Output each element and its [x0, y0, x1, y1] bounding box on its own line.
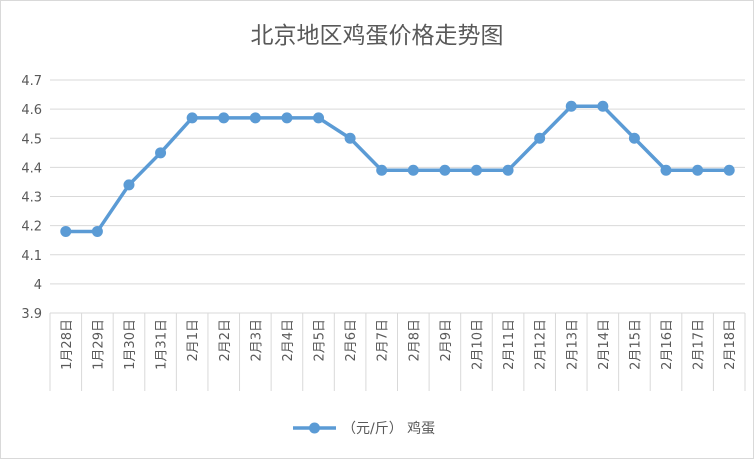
y-tick-label: 4.3 [21, 191, 42, 206]
data-point [470, 164, 482, 176]
data-point [91, 225, 103, 237]
x-tick-label: 1月29日 [91, 319, 106, 370]
x-tick-label: 2月13日 [565, 319, 580, 370]
legend-label: （元/斤） 鸡蛋 [342, 420, 435, 437]
x-axis-ticks: 1月28日 1月29日 1月30日 1月31日 2月1日 2月2日 2月3日 2月4日 2月5日… [60, 319, 738, 370]
data-point [660, 164, 672, 176]
data-point [218, 112, 230, 124]
data-point [692, 164, 704, 176]
data-point [502, 164, 514, 176]
gridlines [49, 79, 746, 391]
y-tick-label: 4.2 [21, 220, 42, 235]
x-tick-label: 2月12日 [534, 319, 549, 370]
data-point [376, 164, 388, 176]
series-line [64, 104, 731, 234]
y-axis-ticks: 3.9 4 4.1 4.2 4.3 4.4 4.5 4.6 4.7 [21, 74, 42, 322]
x-tick-label: 1月28日 [60, 319, 75, 370]
y-tick-label: 4.5 [21, 132, 42, 147]
x-tick-label: 2月8日 [407, 319, 422, 362]
chart-title: 北京地区鸡蛋价格走势图 [250, 23, 504, 49]
data-point [407, 164, 419, 176]
data-point [313, 112, 325, 124]
series-line-path [64, 104, 731, 234]
data-point [628, 132, 640, 144]
y-tick-label: 4.4 [21, 161, 42, 176]
x-tick-label: 2月18日 [723, 319, 738, 370]
y-tick-label: 4.7 [21, 74, 42, 89]
x-tick-label: 2月6日 [344, 319, 359, 362]
y-tick-label: 4 [34, 278, 42, 293]
data-point [281, 112, 293, 124]
x-tick-label: 2月7日 [376, 319, 391, 362]
x-tick-label: 2月14日 [597, 319, 612, 370]
x-tick-label: 2月2日 [218, 319, 233, 362]
x-tick-label: 2月16日 [660, 319, 675, 370]
x-tick-label: 2月1日 [186, 319, 201, 362]
data-point [60, 225, 72, 237]
data-point [534, 132, 546, 144]
data-point [597, 100, 609, 112]
x-tick-label: 2月10日 [470, 319, 485, 370]
y-tick-label: 4.1 [21, 249, 42, 264]
x-tick-label: 1月30日 [123, 319, 138, 370]
y-tick-label: 4.6 [21, 103, 42, 118]
legend-marker [309, 422, 320, 434]
data-point [723, 164, 735, 176]
x-tick-label: 2月9日 [439, 319, 454, 362]
data-point [249, 112, 261, 124]
x-tick-label: 2月3日 [249, 319, 264, 362]
x-tick-label: 2月11日 [502, 319, 517, 370]
y-tick-label: 3.9 [21, 307, 42, 322]
x-tick-label: 1月31日 [155, 319, 170, 370]
data-point [439, 164, 451, 176]
x-tick-label: 2月17日 [692, 319, 707, 370]
x-tick-label: 2月15日 [628, 319, 643, 370]
data-point [344, 132, 356, 144]
data-point [155, 147, 167, 159]
data-point [186, 112, 198, 124]
x-tick-label: 2月5日 [313, 319, 328, 362]
data-point [123, 179, 135, 191]
x-tick-label: 2月4日 [281, 319, 296, 362]
data-point [565, 100, 577, 112]
series-points [60, 100, 735, 237]
legend: （元/斤） 鸡蛋 [293, 420, 435, 437]
